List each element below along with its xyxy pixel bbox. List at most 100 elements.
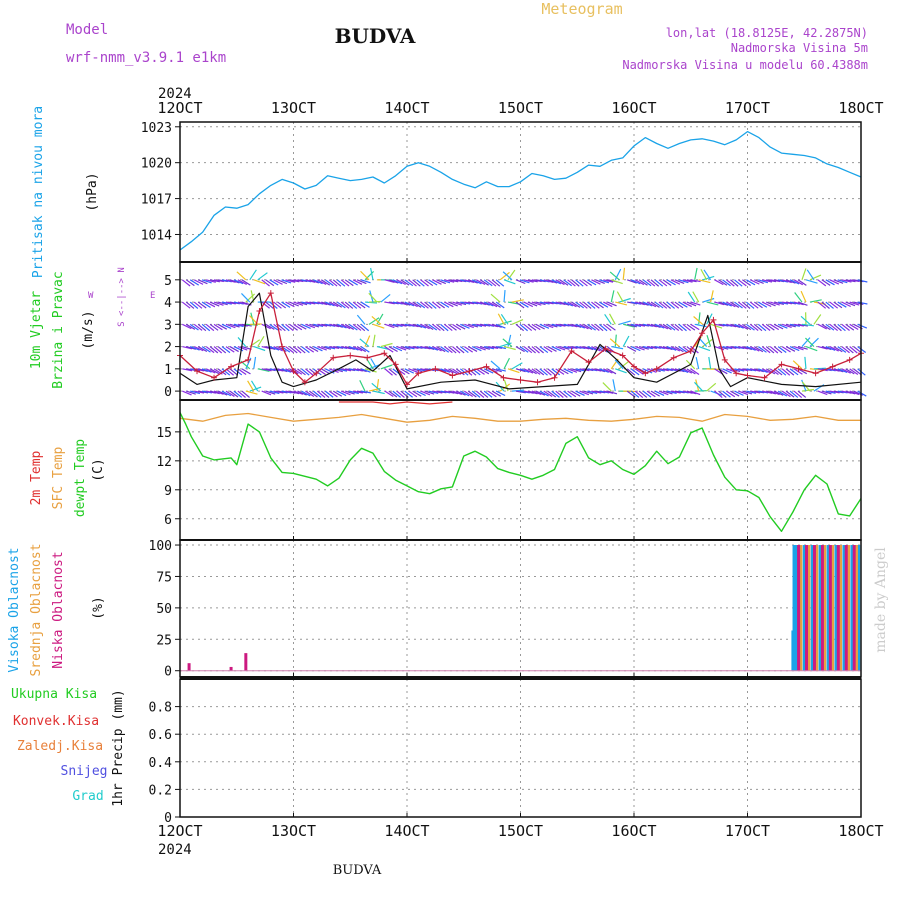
wind-arrow bbox=[738, 368, 749, 372]
wind-arrow bbox=[777, 390, 788, 397]
wind-arrow bbox=[201, 301, 211, 308]
wind-arrow bbox=[241, 368, 251, 375]
wind-arrow bbox=[221, 390, 232, 397]
wind-arrow bbox=[773, 390, 784, 396]
wind-arrow bbox=[404, 390, 413, 398]
wind-arrow bbox=[804, 356, 807, 369]
wind-arrow bbox=[237, 301, 248, 306]
wind-arrow bbox=[678, 346, 688, 353]
wind-arrow bbox=[305, 323, 316, 329]
wind-arrow bbox=[555, 279, 565, 286]
wind-gust-line bbox=[179, 292, 862, 390]
wind-arrow bbox=[754, 390, 765, 394]
wind-arrow bbox=[372, 323, 385, 329]
wind-arrow bbox=[622, 267, 626, 280]
wind-arrow bbox=[217, 323, 228, 330]
wind-arrow bbox=[205, 279, 216, 283]
wind-speed-marker bbox=[256, 307, 263, 314]
wind-speed-marker bbox=[761, 374, 768, 381]
wind-arrow bbox=[181, 279, 191, 287]
wind-arrow bbox=[781, 323, 792, 328]
wind-arrow bbox=[833, 368, 844, 373]
wind-arrow bbox=[805, 337, 815, 348]
wind-arrow bbox=[476, 323, 487, 327]
wind-speed-marker bbox=[534, 379, 541, 386]
wind-arrow bbox=[571, 390, 581, 397]
wind-arrow bbox=[344, 301, 354, 309]
wind-arrow bbox=[539, 301, 550, 305]
wind-arrow bbox=[773, 346, 783, 354]
wind-arrow bbox=[853, 368, 862, 376]
wind-arrow bbox=[571, 368, 582, 373]
wind-arrow bbox=[392, 390, 401, 398]
wind-arrow bbox=[698, 279, 711, 284]
wind-arrow bbox=[845, 368, 855, 375]
wind-arrow bbox=[261, 390, 272, 396]
wind-arrow bbox=[567, 368, 578, 373]
wind-arrow bbox=[515, 279, 526, 285]
wind-arrow bbox=[201, 323, 211, 332]
wind-arrow bbox=[241, 390, 250, 398]
wind-arrow bbox=[817, 279, 827, 287]
wind-arrow bbox=[459, 346, 469, 354]
wind-arrow bbox=[789, 368, 799, 376]
wind-arrow bbox=[670, 301, 680, 309]
wind-arrow bbox=[396, 346, 407, 351]
wind-arrow bbox=[491, 323, 502, 328]
wind-arrow bbox=[467, 390, 477, 398]
wind-arrow bbox=[817, 323, 828, 330]
wind-arrow bbox=[829, 279, 840, 285]
wind-arrow bbox=[527, 323, 537, 331]
wind-arrow bbox=[312, 390, 322, 398]
wind-arrow bbox=[706, 382, 717, 392]
wind-speed-marker bbox=[279, 343, 286, 350]
wind-arrow bbox=[738, 301, 747, 309]
wind-arrow bbox=[428, 323, 438, 331]
wind-arrow-field bbox=[181, 267, 868, 398]
wind-arrow bbox=[297, 368, 306, 376]
wind-speed-marker bbox=[585, 359, 592, 366]
wind-arrow bbox=[289, 323, 298, 331]
wind-speed-marker bbox=[392, 361, 399, 368]
wind-arrow bbox=[726, 279, 735, 287]
wind-arrow bbox=[488, 345, 499, 349]
wind-arrow bbox=[821, 346, 832, 351]
cloud-bar-low bbox=[805, 545, 809, 671]
wind-arrow bbox=[209, 346, 219, 354]
wind-arrow bbox=[503, 345, 516, 351]
wind-arrow bbox=[440, 368, 451, 373]
wind-arrow bbox=[273, 346, 283, 352]
wind-arrow bbox=[408, 390, 418, 398]
y-tick-label: 0.4 bbox=[149, 756, 173, 771]
wind-arrow bbox=[412, 368, 423, 373]
wind-arrow bbox=[285, 323, 294, 332]
wind-arrow bbox=[324, 390, 334, 398]
wind-arrow bbox=[265, 323, 275, 330]
wind-arrow bbox=[662, 323, 672, 331]
wind-arrow bbox=[332, 279, 342, 287]
wind-arrow bbox=[595, 390, 606, 394]
cloud-bar-mid bbox=[847, 545, 851, 671]
wind-arrow bbox=[515, 390, 526, 394]
wind-arrow bbox=[460, 323, 470, 329]
wind-arrow bbox=[519, 346, 529, 353]
wind-arrow bbox=[340, 323, 351, 330]
wind-arrow bbox=[706, 334, 712, 347]
wind-arrow bbox=[448, 301, 458, 307]
wind-arrow bbox=[650, 390, 660, 397]
wind-arrow bbox=[487, 390, 497, 398]
wind-arrow bbox=[765, 323, 775, 331]
wind-arrow bbox=[372, 390, 385, 395]
wind-arrow bbox=[392, 279, 403, 285]
wind-arrow bbox=[789, 279, 800, 285]
wind-arrow bbox=[797, 279, 807, 286]
wind-arrow bbox=[472, 279, 482, 285]
wind-arrow bbox=[253, 356, 257, 369]
wind-arrow bbox=[773, 323, 784, 330]
wind-arrow bbox=[805, 279, 818, 284]
wind-arrow bbox=[384, 346, 394, 353]
wind-arrow bbox=[650, 368, 661, 373]
wind-arrow bbox=[233, 279, 244, 285]
wind-arrow bbox=[563, 301, 574, 307]
wind-arrow bbox=[591, 390, 602, 394]
